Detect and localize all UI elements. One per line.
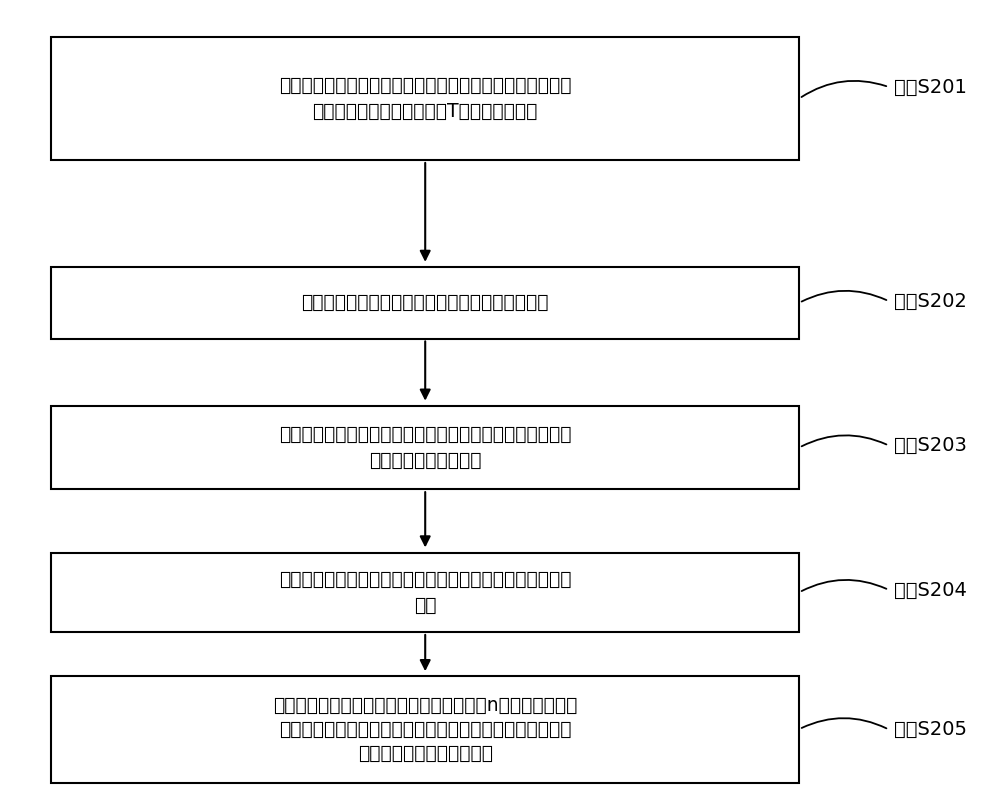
- Text: 中心控制器广播数据码：中心控制器维持一个本地时间计数: 中心控制器广播数据码：中心控制器维持一个本地时间计数: [279, 76, 571, 95]
- Text: 步骤S203: 步骤S203: [894, 436, 967, 455]
- Text: 步骤S205: 步骤S205: [894, 720, 967, 739]
- FancyBboxPatch shape: [51, 676, 799, 782]
- Text: 步骤S202: 步骤S202: [894, 291, 967, 310]
- Text: 间，更新终端本地时间: 间，更新终端本地时间: [369, 451, 481, 470]
- FancyBboxPatch shape: [51, 552, 799, 632]
- Text: 器，同时以固定的时间间隔T广播一段数据码: 器，同时以固定的时间间隔T广播一段数据码: [313, 102, 538, 121]
- Text: 步骤S201: 步骤S201: [894, 77, 967, 96]
- FancyBboxPatch shape: [51, 267, 799, 338]
- FancyBboxPatch shape: [51, 406, 799, 490]
- FancyBboxPatch shape: [51, 37, 799, 160]
- Text: 微功率无线终端根据所述中心控制器发射功率调整终端发射: 微功率无线终端根据所述中心控制器发射功率调整终端发射: [279, 570, 571, 589]
- Text: 功率: 功率: [414, 596, 436, 615]
- Text: 微功率无线终端接收中心控制器广播发送的数据码: 微功率无线终端接收中心控制器广播发送的数据码: [301, 293, 549, 312]
- Text: 微功率无线终端设置自身微功率无线模块第n次从关机状态唤: 微功率无线终端设置自身微功率无线模块第n次从关机状态唤: [273, 696, 577, 715]
- Text: 醒与所述中心控制器建立通信连接的时间间隔，并将所述微: 醒与所述中心控制器建立通信连接的时间间隔，并将所述微: [279, 720, 571, 739]
- Text: 步骤S204: 步骤S204: [894, 580, 967, 599]
- Text: 微功率无线终端根据接收到的数据码中的中心控制器本地时: 微功率无线终端根据接收到的数据码中的中心控制器本地时: [279, 425, 571, 444]
- Text: 功率无线模块置为关机状态: 功率无线模块置为关机状态: [358, 743, 493, 763]
